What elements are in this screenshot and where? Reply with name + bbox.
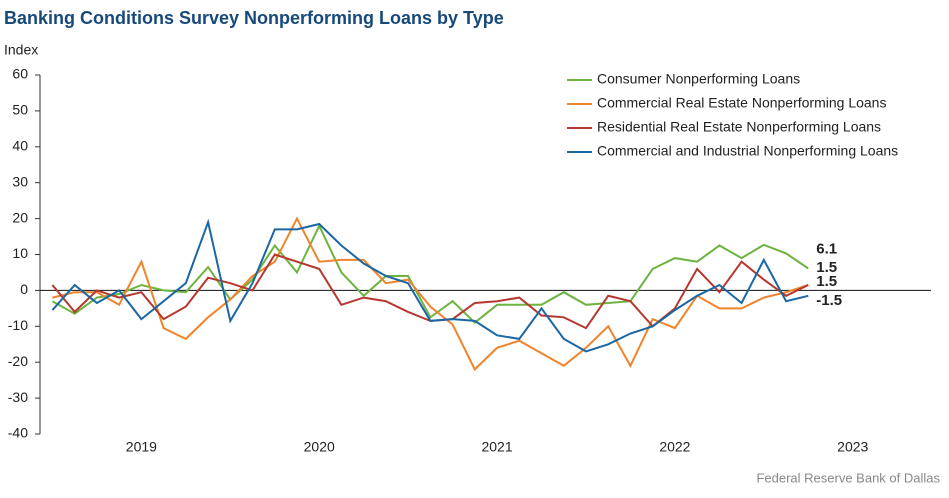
legend-label: Residential Real Estate Nonperforming Lo… bbox=[597, 119, 881, 135]
y-tick-label: -20 bbox=[8, 353, 28, 369]
y-tick-label: -30 bbox=[8, 389, 28, 405]
legend-label: Commercial Real Estate Nonperforming Loa… bbox=[597, 95, 886, 111]
y-tick-label: 50 bbox=[12, 102, 28, 118]
x-tick-label: 2021 bbox=[481, 439, 512, 455]
y-tick-label: 0 bbox=[20, 281, 28, 297]
y-tick-label: 30 bbox=[12, 173, 28, 189]
chart-title: Banking Conditions Survey Nonperforming … bbox=[4, 8, 504, 28]
x-tick-label: 2020 bbox=[304, 439, 335, 455]
series-line bbox=[51, 223, 809, 325]
x-tick-label: 2023 bbox=[837, 439, 868, 455]
end-label: 1.5 bbox=[816, 259, 837, 276]
y-tick-label: 60 bbox=[12, 66, 28, 82]
legend-label: Commercial and Industrial Nonperforming … bbox=[597, 143, 898, 159]
end-label: 6.1 bbox=[816, 240, 837, 257]
source: Federal Reserve Bank of Dallas bbox=[756, 470, 940, 485]
y-tick-label: 10 bbox=[12, 245, 28, 261]
y-axis-label: Index bbox=[4, 42, 38, 58]
end-label: 1.5 bbox=[816, 273, 837, 290]
y-tick-label: -40 bbox=[8, 425, 28, 441]
series-line bbox=[51, 218, 809, 353]
legend-label: Consumer Nonperforming Loans bbox=[597, 71, 800, 87]
y-tick-label: -10 bbox=[8, 317, 28, 333]
x-tick-label: 2022 bbox=[659, 439, 690, 455]
y-tick-label: 40 bbox=[12, 138, 28, 154]
x-tick-label: 2019 bbox=[126, 439, 157, 455]
y-tick-label: 20 bbox=[12, 209, 28, 225]
end-label: -1.5 bbox=[816, 292, 842, 309]
series-line bbox=[52, 216, 809, 372]
